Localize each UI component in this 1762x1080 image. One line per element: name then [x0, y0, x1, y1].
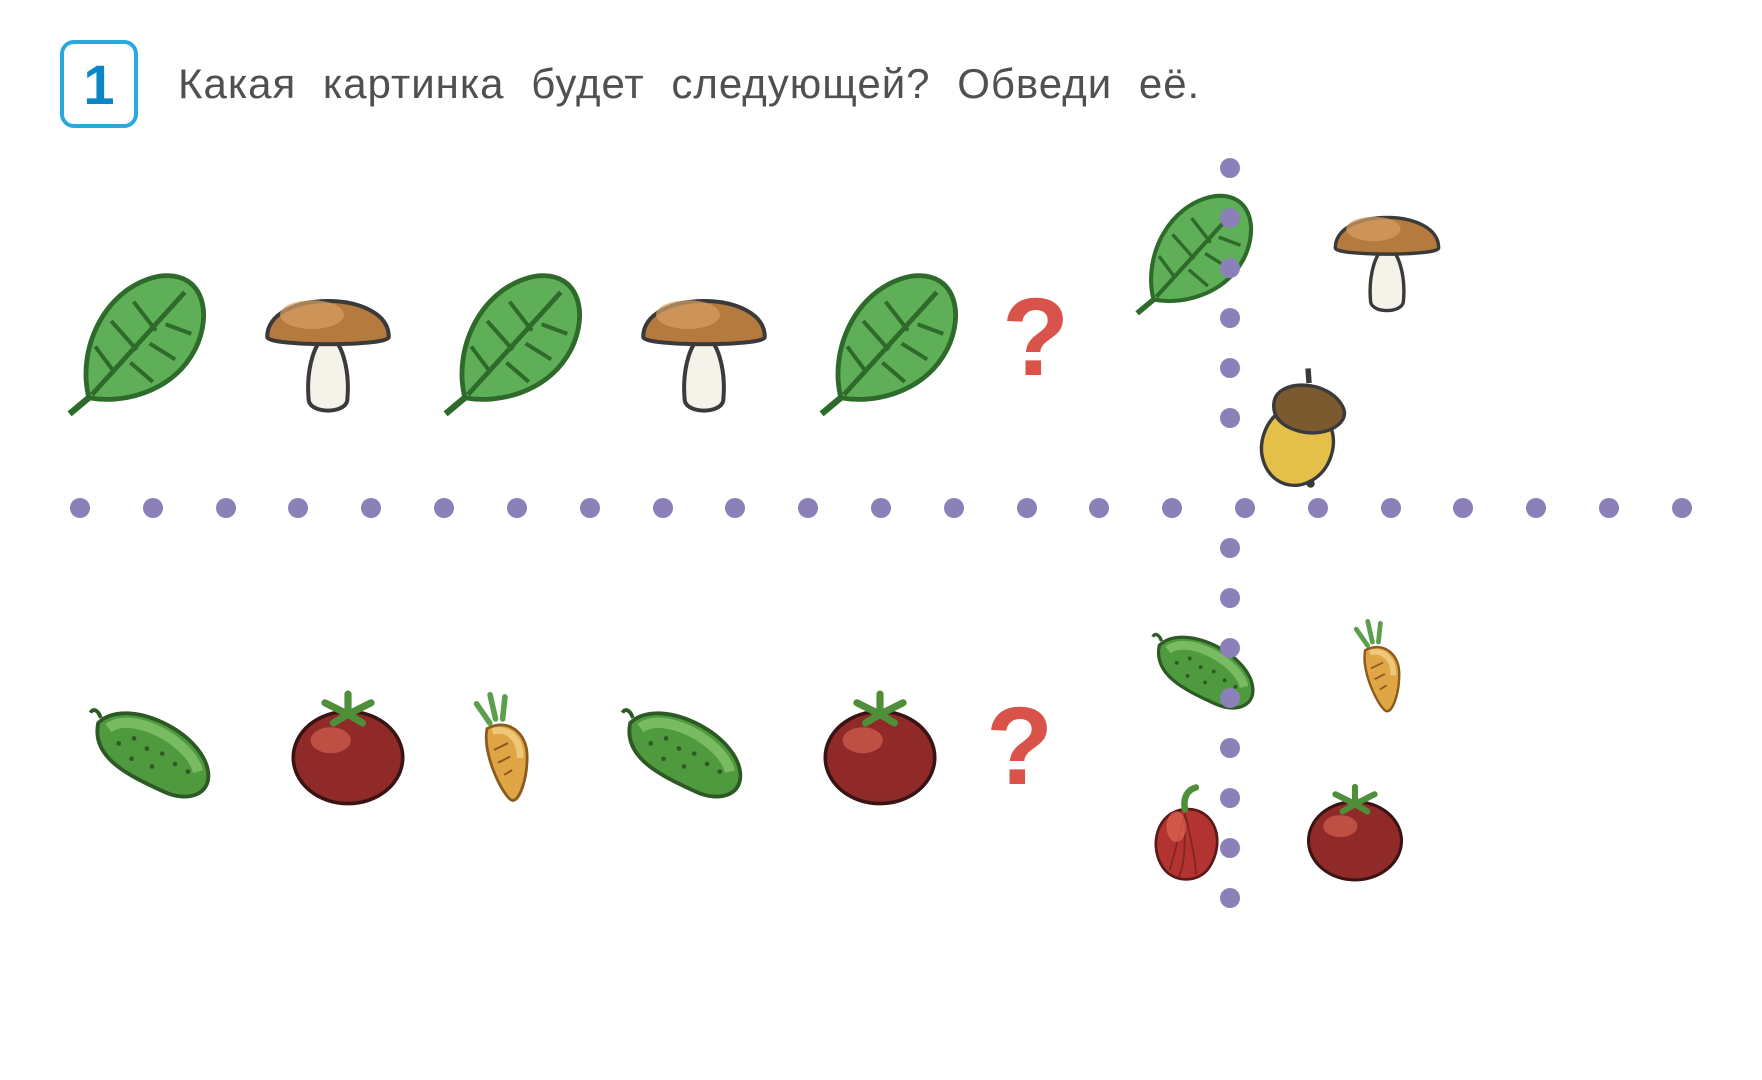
divider-dot — [434, 498, 454, 518]
leaf-icon — [60, 257, 220, 417]
divider-dot — [1453, 498, 1473, 518]
leaf-option[interactable] — [1129, 180, 1265, 316]
question-mark: ? — [1002, 274, 1069, 401]
exercise-number-box: 1 — [60, 40, 138, 128]
divider-dot — [1220, 838, 1240, 858]
divider-dot — [1220, 308, 1240, 328]
exercise-header: 1 Какая картинка будет следующей? Обведи… — [60, 40, 1702, 128]
divider-dot — [1526, 498, 1546, 518]
divider-dot — [216, 498, 236, 518]
divider-dot — [1308, 498, 1328, 518]
divider-dot — [1220, 258, 1240, 278]
mushroom-option[interactable] — [1319, 180, 1455, 316]
sequence — [60, 257, 972, 417]
vertical-divider-top — [1220, 158, 1240, 428]
divider-dot — [1220, 538, 1240, 558]
instruction-text: Какая картинка будет следующей? Обведи е… — [178, 60, 1200, 108]
divider-dot — [1162, 498, 1182, 518]
cucumber-icon — [60, 682, 244, 810]
tomato-icon — [804, 674, 956, 818]
divider-dot — [1220, 688, 1240, 708]
divider-dot — [1017, 498, 1037, 518]
cucumber-icon — [592, 682, 776, 810]
divider-dot — [507, 498, 527, 518]
mushroom-icon — [624, 257, 784, 417]
answer-options — [1087, 168, 1467, 506]
divider-dot — [1381, 498, 1401, 518]
carrot-option[interactable] — [1336, 600, 1431, 729]
divider-dot — [1220, 888, 1240, 908]
divider-dot — [944, 498, 964, 518]
divider-dot — [1220, 158, 1240, 178]
leaf-icon — [436, 257, 596, 417]
divider-dot — [725, 498, 745, 518]
divider-dot — [1220, 408, 1240, 428]
cucumber-option[interactable] — [1127, 611, 1283, 720]
question-mark: ? — [986, 683, 1053, 810]
divider-dot — [1235, 498, 1255, 518]
divider-dot — [871, 498, 891, 518]
divider-dot — [1220, 788, 1240, 808]
divider-dot — [580, 498, 600, 518]
divider-dot — [70, 498, 90, 518]
pattern-row: ? — [60, 576, 1702, 916]
divider-dot — [1220, 588, 1240, 608]
divider-dot — [1089, 498, 1109, 518]
leaf-icon — [812, 257, 972, 417]
divider-dot — [1220, 208, 1240, 228]
divider-dot — [1220, 738, 1240, 758]
divider-dot — [288, 498, 308, 518]
divider-dot — [1672, 498, 1692, 518]
divider-dot — [143, 498, 163, 518]
divider-dot — [798, 498, 818, 518]
vertical-divider-bottom — [1220, 538, 1240, 908]
divider-dot — [361, 498, 381, 518]
carrot-icon — [452, 670, 564, 822]
divider-dot — [653, 498, 673, 518]
divider-dot — [1220, 638, 1240, 658]
divider-dot — [1599, 498, 1619, 518]
acorn-option[interactable] — [1224, 358, 1360, 494]
sequence — [60, 670, 956, 822]
exercise-body: ? ? — [60, 168, 1702, 928]
tomato-option[interactable] — [1291, 770, 1420, 892]
tomato-icon — [272, 674, 424, 818]
answer-options — [1071, 589, 1451, 903]
horizontal-divider — [70, 498, 1692, 518]
exercise-number: 1 — [83, 52, 114, 117]
pattern-row: ? — [60, 168, 1702, 506]
divider-dot — [1220, 358, 1240, 378]
mushroom-icon — [248, 257, 408, 417]
